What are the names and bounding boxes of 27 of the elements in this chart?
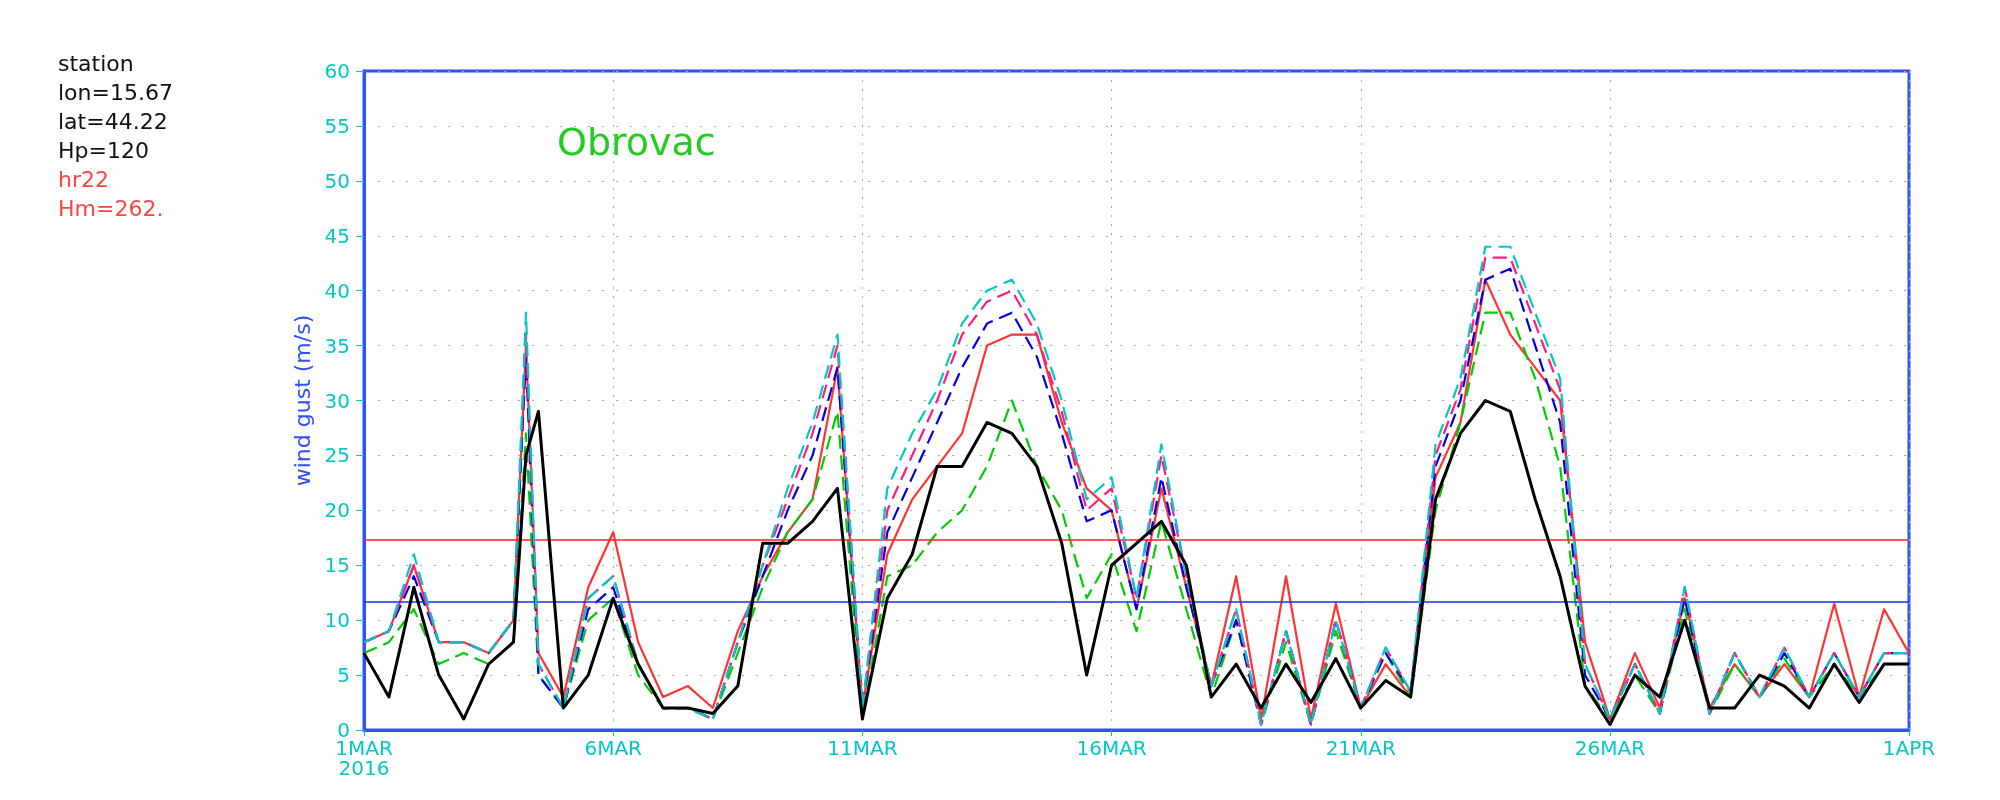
y-tick-label: 55	[324, 113, 350, 138]
text: Hp=120	[58, 137, 149, 163]
y-tick-label: 40	[324, 278, 350, 303]
y-tick-label: 50	[324, 168, 350, 193]
x-tick-label: 21MAR	[1325, 736, 1397, 760]
y-tick-label: 5	[337, 663, 350, 688]
y-tick-label: 35	[324, 333, 350, 358]
x-tick-label: 6MAR	[584, 736, 643, 760]
x-tick-label: 1APR	[1882, 736, 1936, 760]
x-tick-label: 26MAR	[1574, 736, 1646, 760]
x-tick-label: 16MAR	[1076, 736, 1147, 760]
y-tick-label: 60	[324, 59, 350, 83]
text: Hm=262.	[58, 195, 164, 221]
y-tick-label: 15	[324, 553, 350, 578]
x-tick-label: 11MAR	[827, 736, 898, 760]
y-tick-label: 20	[324, 498, 350, 523]
text: lon=15.67	[58, 79, 173, 105]
y-axis-title: wind gust (m/s)	[290, 314, 316, 487]
line-series	[362, 399, 1911, 727]
text: station	[58, 50, 134, 76]
y-tick-label: 25	[324, 443, 350, 468]
text: Obrovac	[557, 120, 716, 164]
y-tick-label: 10	[324, 608, 350, 633]
text: lat=44.22	[58, 108, 168, 134]
y-tick-label: 45	[324, 223, 350, 248]
text: hr22	[58, 166, 109, 192]
y-tick-label: 30	[324, 388, 350, 413]
